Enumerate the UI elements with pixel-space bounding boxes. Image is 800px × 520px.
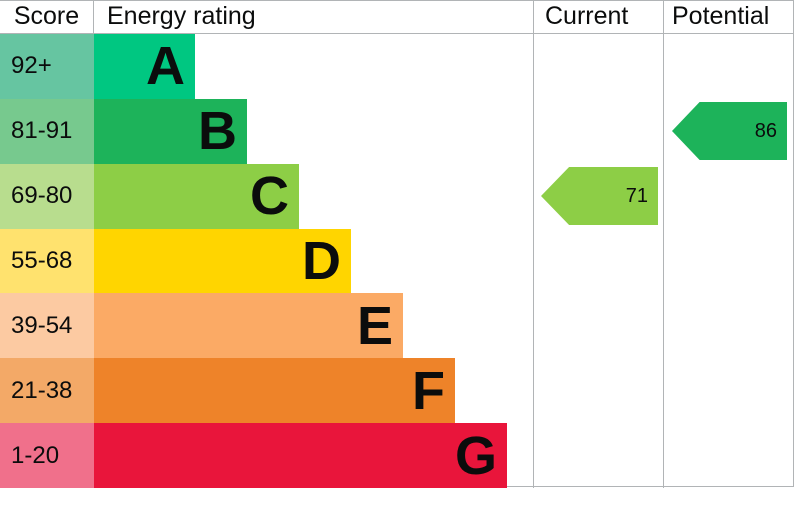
band-bar-e: E <box>94 293 403 359</box>
potential-rating-arrow: 86 <box>672 102 787 160</box>
band-bar-a: A <box>94 34 195 99</box>
band-row-d: 55-68 D <box>0 228 533 294</box>
band-bar-g: G <box>94 423 507 489</box>
band-letter: C <box>250 166 289 227</box>
header-row: Score Energy rating Current Potential <box>0 1 794 34</box>
current-column-header: Current <box>545 2 629 30</box>
band-letter: B <box>198 101 237 162</box>
band-score-range: 92+ <box>0 34 94 99</box>
potential-column-header: Potential <box>672 2 770 30</box>
band-row-c: 69-80 C <box>0 163 533 229</box>
energy-rating-column-header: Energy rating <box>107 2 256 30</box>
band-score-range: 39-54 <box>0 293 94 359</box>
band-bar-f: F <box>94 358 455 424</box>
band-bar-d: D <box>94 228 351 294</box>
potential-rating-value: 86 <box>754 119 777 142</box>
band-score-range: 81-91 <box>0 98 94 164</box>
band-letter: E <box>356 295 393 356</box>
band-score-range: 69-80 <box>0 163 94 229</box>
current-rating-arrow: 71 <box>541 167 658 225</box>
band-letter: G <box>454 425 497 486</box>
band-score-range: 21-38 <box>0 358 94 424</box>
band-letter: D <box>302 231 341 291</box>
band-bar-c: C <box>94 163 299 229</box>
band-row-b: 81-91 B <box>0 98 533 164</box>
band-row-g: 1-20 G <box>0 423 533 489</box>
band-bar-b: B <box>94 98 247 164</box>
band-score-range: 55-68 <box>0 228 94 294</box>
current-rating-value: 71 <box>625 184 648 207</box>
band-row-a: 92+ A <box>0 34 533 99</box>
epc-table: Score Energy rating Current Potential 92… <box>0 0 794 489</box>
band-row-e: 39-54 E <box>0 293 533 359</box>
band-letter: A <box>146 36 185 97</box>
score-column-header: Score <box>0 1 94 33</box>
band-score-range: 1-20 <box>0 423 94 489</box>
potential-column-divider <box>663 1 664 488</box>
current-column-divider <box>533 1 534 488</box>
band-row-f: 21-38 F <box>0 358 533 424</box>
band-rows: 92+ A 81-91 B 69-80 C 55-68 D 39-54 E 21… <box>0 34 533 489</box>
band-letter: F <box>412 360 445 421</box>
